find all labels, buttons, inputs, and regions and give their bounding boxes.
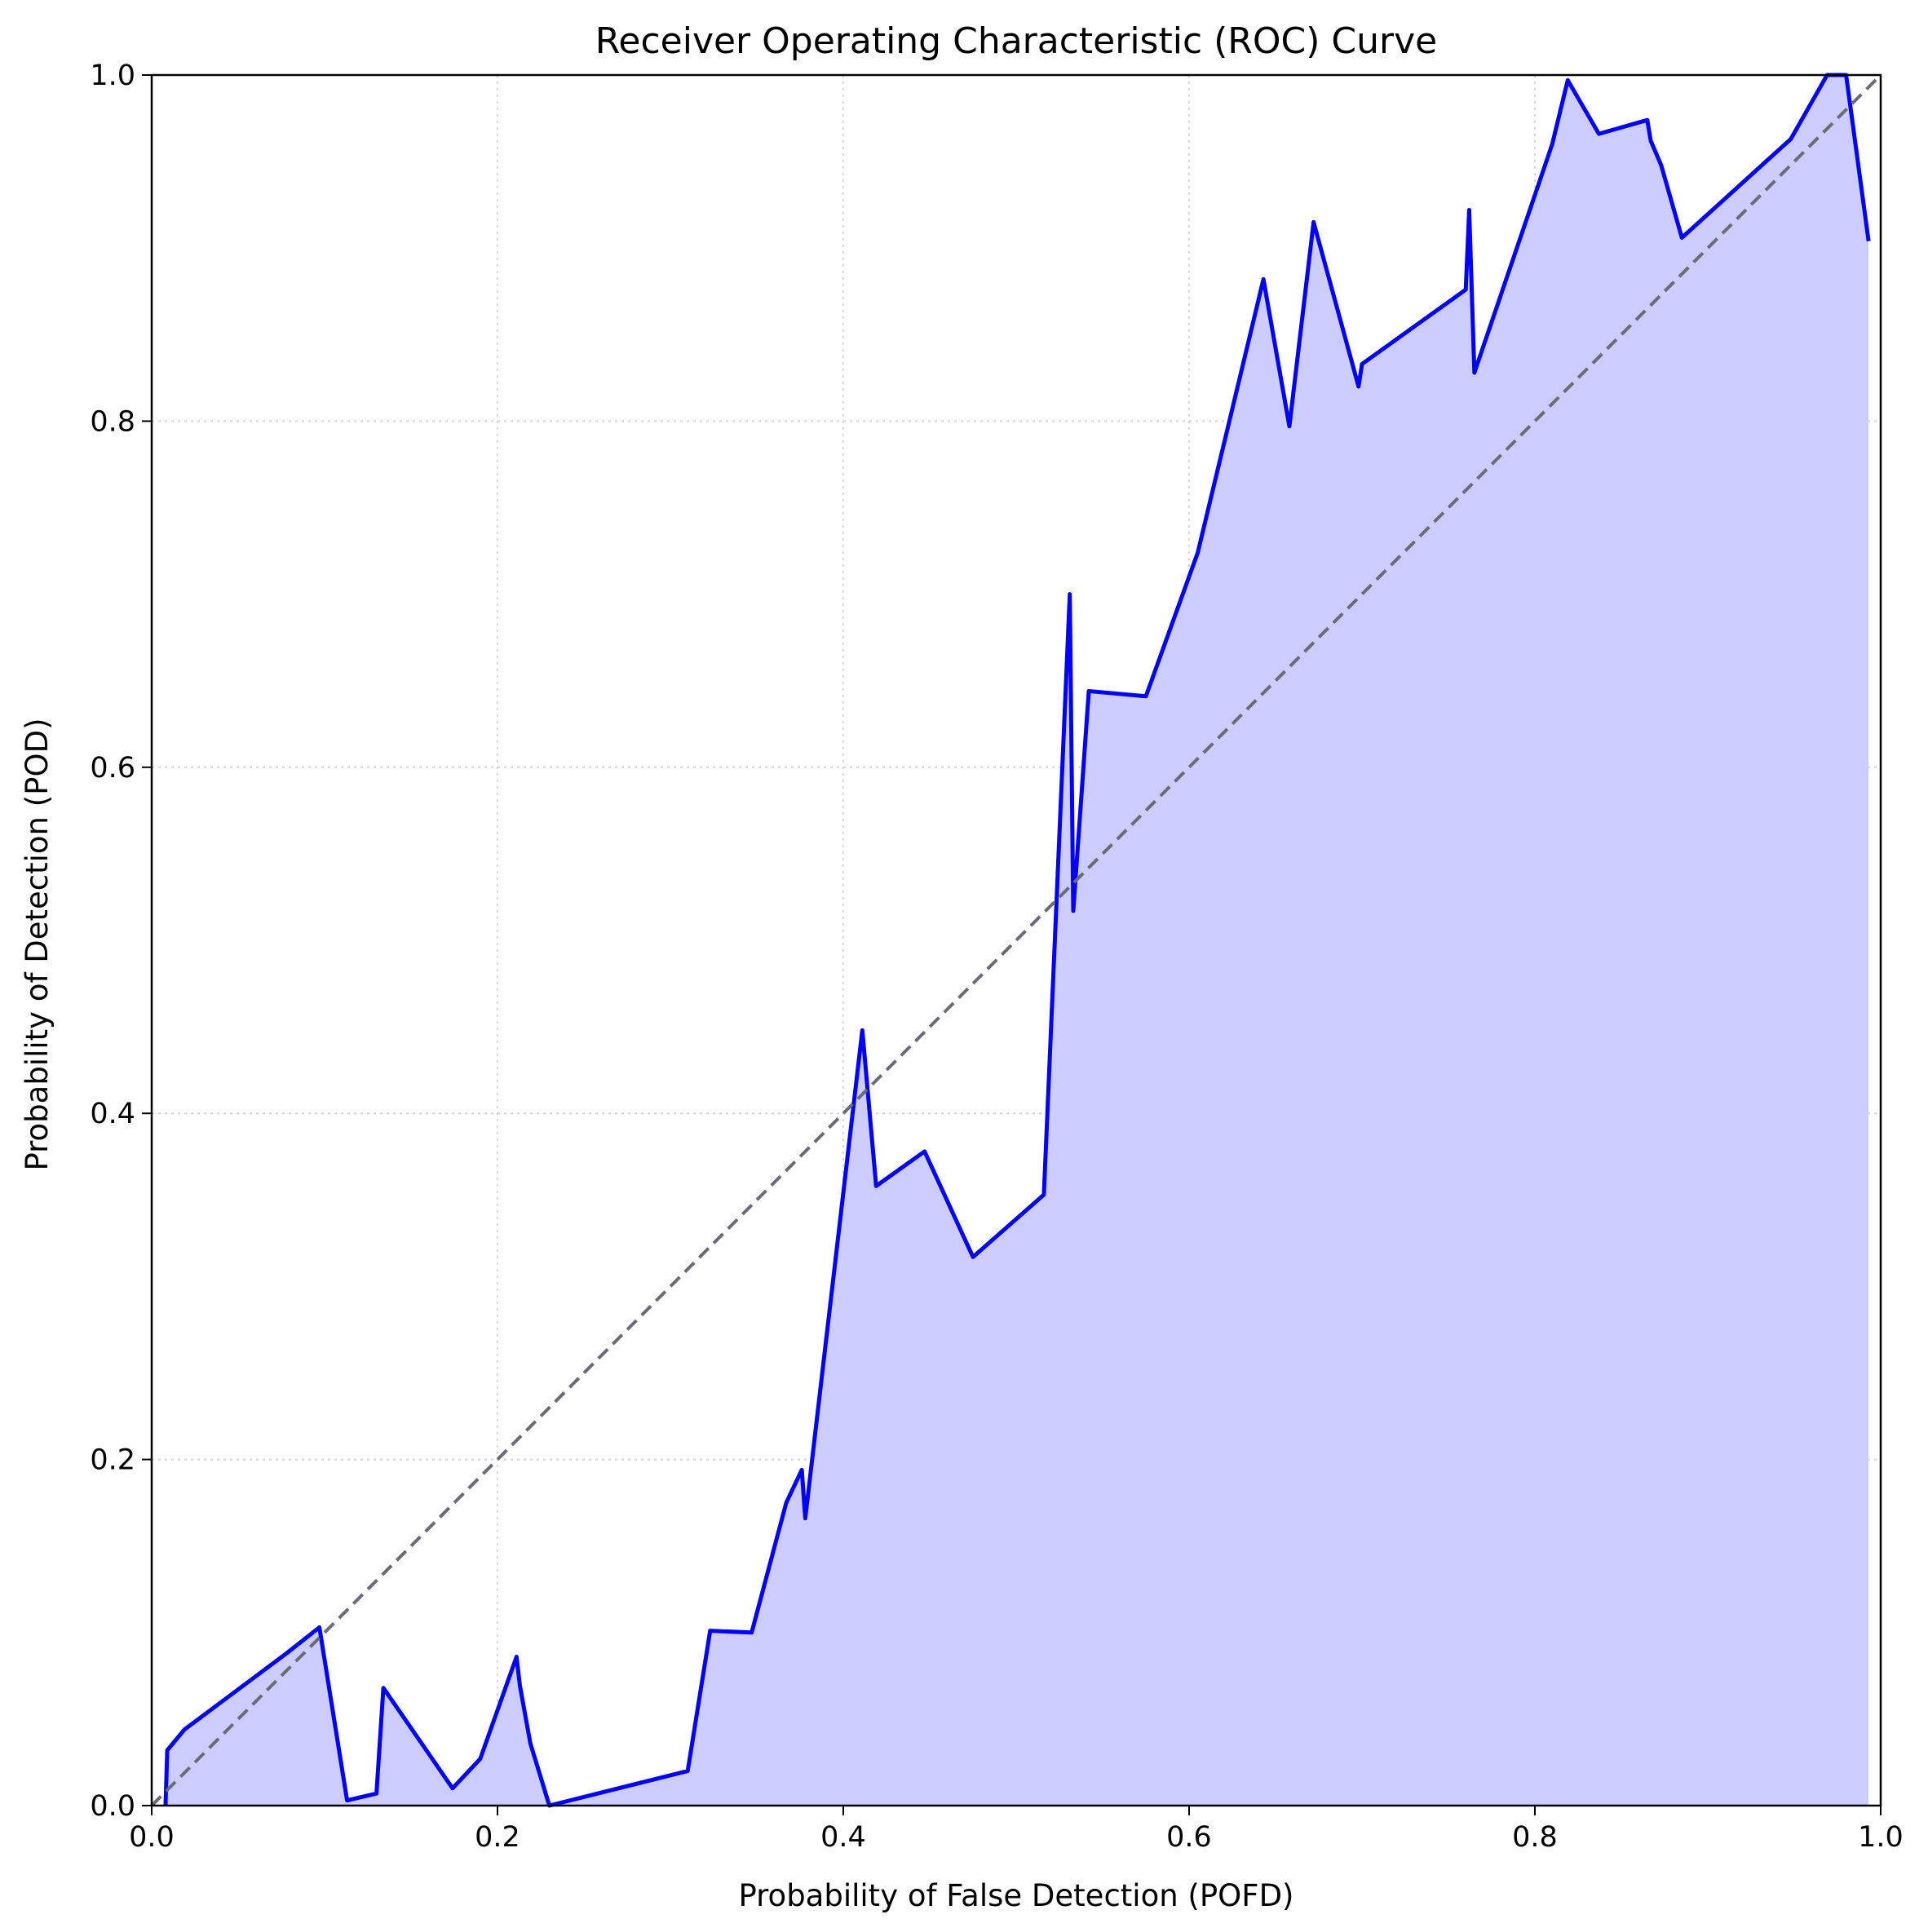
x-tick-label: 0.4 [820,1821,866,1854]
x-tick-label: 0.2 [475,1821,520,1854]
y-tick-label: 0.2 [90,1444,135,1477]
roc-area-fill [165,75,1869,1806]
y-tick-label: 0.6 [90,752,135,785]
y-tick-label: 1.0 [90,60,135,92]
chart-title: Receiver Operating Characteristic (ROC) … [595,20,1437,62]
x-tick-label: 0.8 [1512,1821,1558,1854]
roc-curve-line [163,73,1871,1808]
x-axis-label: Probability of False Detection (POFD) [739,1878,1294,1913]
series-lines [150,73,1882,1808]
y-axis-label: Probability of Detection (POD) [20,718,55,1170]
x-tick-label: 1.0 [1858,1821,1904,1854]
x-tick-label: 0.0 [129,1821,175,1854]
y-tick-label: 0.4 [90,1098,135,1130]
plot-frame [150,73,1882,1807]
roc-area [165,75,1869,1806]
y-tick-label: 0.0 [90,1790,135,1823]
y-tick-label: 0.8 [90,405,135,438]
x-axis-ticks: 0.0 0.2 0.4 0.6 0.8 1.0 [129,1806,1904,1854]
x-tick-label: 0.6 [1166,1821,1212,1854]
y-axis-ticks: 0.0 0.2 0.4 0.6 0.8 1.0 [90,60,152,1823]
